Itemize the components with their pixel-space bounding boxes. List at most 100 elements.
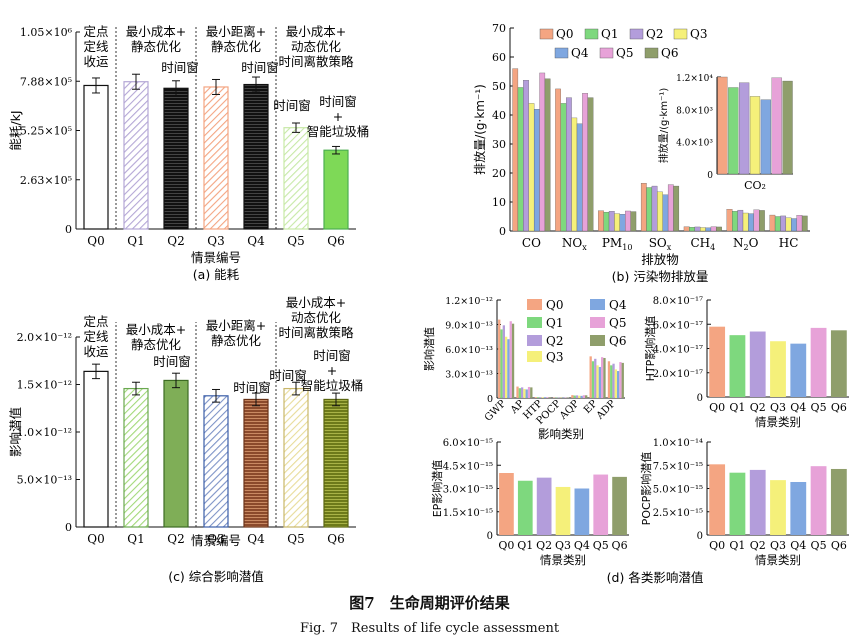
d1-bar-AP-Q6 — [530, 387, 533, 398]
d4-bar-Q0 — [709, 464, 726, 535]
d4-xtick-label: Q5 — [811, 539, 827, 552]
b-bar-HC-Q3 — [785, 217, 792, 232]
b-bar-PM10-Q3 — [614, 213, 620, 232]
b-bar-N2O-Q6 — [759, 210, 765, 232]
c-ytick-label: 0 — [65, 521, 72, 534]
a-annotation: 智能垃圾桶 — [307, 124, 370, 139]
d3-bar-Q3 — [555, 486, 571, 535]
a-xtick-label: Q6 — [327, 234, 344, 248]
d1-bar-ADP-Q2 — [612, 363, 615, 398]
b-bar-HC-Q2 — [780, 215, 787, 232]
d1-ylabel: 影响潜值 — [422, 327, 436, 371]
d1-legend-swatch-Q5 — [590, 317, 605, 328]
c-bar-Q3 — [203, 395, 229, 528]
c-annotation: 收运 — [83, 344, 109, 359]
a-ytick-label: 0 — [65, 223, 72, 236]
b-bar-PM10-Q6 — [630, 211, 637, 232]
d1-legend-swatch-Q2 — [527, 335, 542, 346]
c-xtick-label: Q1 — [127, 532, 144, 546]
c-annotation: 最小成本+ — [286, 295, 346, 310]
b-bar-CH4-Q5 — [710, 226, 717, 232]
a-annotation: 时间窗 — [161, 60, 199, 75]
b-bar-SOx-Q0 — [640, 182, 647, 232]
d2-bar-Q0 — [709, 326, 726, 397]
a-annotation: 时间离散策略 — [278, 54, 354, 69]
b-inset-bar-Q2 — [739, 82, 750, 175]
b-bar-CO-Q1 — [517, 87, 524, 232]
d1-legend-label-Q3: Q3 — [546, 350, 563, 364]
d2-xlabel: 情景类别 — [755, 415, 801, 429]
d1-bar-GWP-Q3 — [504, 336, 508, 398]
d1-bar-EP-Q3 — [596, 365, 599, 398]
d1-bar-AP-Q2 — [520, 387, 524, 398]
d4-ytick-label: 0 — [697, 531, 703, 542]
d1-bar-EP-Q6 — [603, 357, 606, 398]
a-bar-Q1 — [123, 81, 149, 230]
a-subcaption: (a) 能耗 — [193, 267, 240, 282]
b-xlabel: 排放物 — [641, 252, 679, 267]
d2-ytick-label: 0 — [697, 393, 703, 404]
a-bar-Q3 — [203, 86, 229, 230]
d2-xtick-label: Q1 — [729, 401, 745, 414]
c-ytick-label: 1.0×10⁻¹² — [17, 426, 72, 439]
d3-bar-Q5 — [593, 474, 609, 535]
d1-bar-GWP-Q6 — [511, 323, 515, 398]
b-bar-N2O-Q0 — [726, 209, 733, 232]
b-legend-label-Q5: Q5 — [616, 46, 633, 60]
b-bar-SOx-Q3 — [657, 191, 663, 232]
a-ytick-label: 2.63×10⁵ — [20, 174, 72, 187]
b-ytick-label: 20 — [492, 167, 506, 180]
a-ytick-label: 5.25×10⁵ — [20, 125, 72, 138]
b-bar-NOx-Q3 — [571, 117, 578, 232]
d3-bar-Q1 — [517, 480, 533, 535]
a-xtick-label: Q1 — [127, 234, 144, 248]
c-xtick-label: Q6 — [327, 532, 344, 546]
c-xlabel: 情景编号 — [191, 533, 241, 548]
a-annotation: 时间窗 — [241, 60, 279, 75]
d2-xtick-label: Q3 — [770, 401, 786, 414]
b-legend-swatch-Q1 — [584, 28, 599, 40]
a-annotation: 时间窗 — [273, 98, 311, 113]
d1-bar-GWP-Q1 — [500, 329, 503, 398]
b-legend-label-Q1: Q1 — [601, 27, 618, 41]
d4-ytick-label: 2.5×10⁻¹⁵ — [653, 508, 703, 519]
a-xlabel: 情景编号 — [191, 250, 241, 265]
b-bar-CO-Q2 — [523, 80, 529, 232]
b-bar-N2O-Q1 — [732, 211, 738, 232]
b-bar-CH4-Q0 — [683, 226, 690, 232]
a-xtick-label: Q5 — [287, 234, 304, 248]
c-annotation: 时间窗 — [153, 354, 191, 369]
b-xtick-label: CH4 — [690, 236, 715, 252]
d3-xtick-label: Q4 — [574, 539, 590, 552]
a-annotation: 最小成本+ — [286, 24, 346, 39]
b-bar-NOx-Q2 — [566, 97, 572, 232]
b-bar-PM10-Q0 — [598, 210, 604, 232]
a-annotation: 定点 — [83, 24, 108, 39]
chart-d: 03.0×10⁻¹³6.0×10⁻¹³9.0×10⁻¹³1.2×10⁻¹²GWP… — [422, 296, 849, 585]
d1-bar-ADP-Q4 — [617, 371, 620, 398]
b-inset-ytick-label: 4.0×10³ — [676, 139, 713, 149]
d1-legend-label-Q4: Q4 — [609, 298, 627, 312]
b-xtick-label: PM10 — [602, 236, 633, 252]
d1-legend-label-Q1: Q1 — [546, 316, 563, 330]
d1-bar-ADP-Q3 — [614, 369, 618, 398]
d1-bar-AQP-Q4 — [580, 395, 583, 398]
b-bar-N2O-Q4 — [748, 213, 754, 232]
b-xtick-label: NOx — [562, 236, 587, 252]
b-bar-SOx-Q2 — [651, 185, 658, 232]
d3-ytick-label: 0 — [487, 531, 493, 542]
c-annotation: 最小距离+ — [206, 318, 266, 333]
d3-ytick-label: 4.5×10⁻¹⁵ — [443, 461, 493, 472]
b-bar-CO-Q4 — [533, 109, 540, 232]
d2-xtick-label: Q2 — [750, 401, 766, 414]
a-annotation: 静态优化 — [211, 39, 262, 54]
c-bar-Q4 — [243, 398, 269, 528]
d1-bar-EP-Q4 — [598, 366, 602, 398]
d1-legend-label-Q0: Q0 — [546, 298, 563, 312]
b-bar-PM10-Q1 — [603, 211, 610, 232]
d2-ylabel: HTP影响潜值 — [643, 316, 657, 382]
d2-xtick-label: Q6 — [831, 401, 847, 414]
c-annotation: 动态优化 — [291, 310, 342, 325]
d1-ytick-label: 9.0×10⁻¹³ — [445, 321, 493, 332]
